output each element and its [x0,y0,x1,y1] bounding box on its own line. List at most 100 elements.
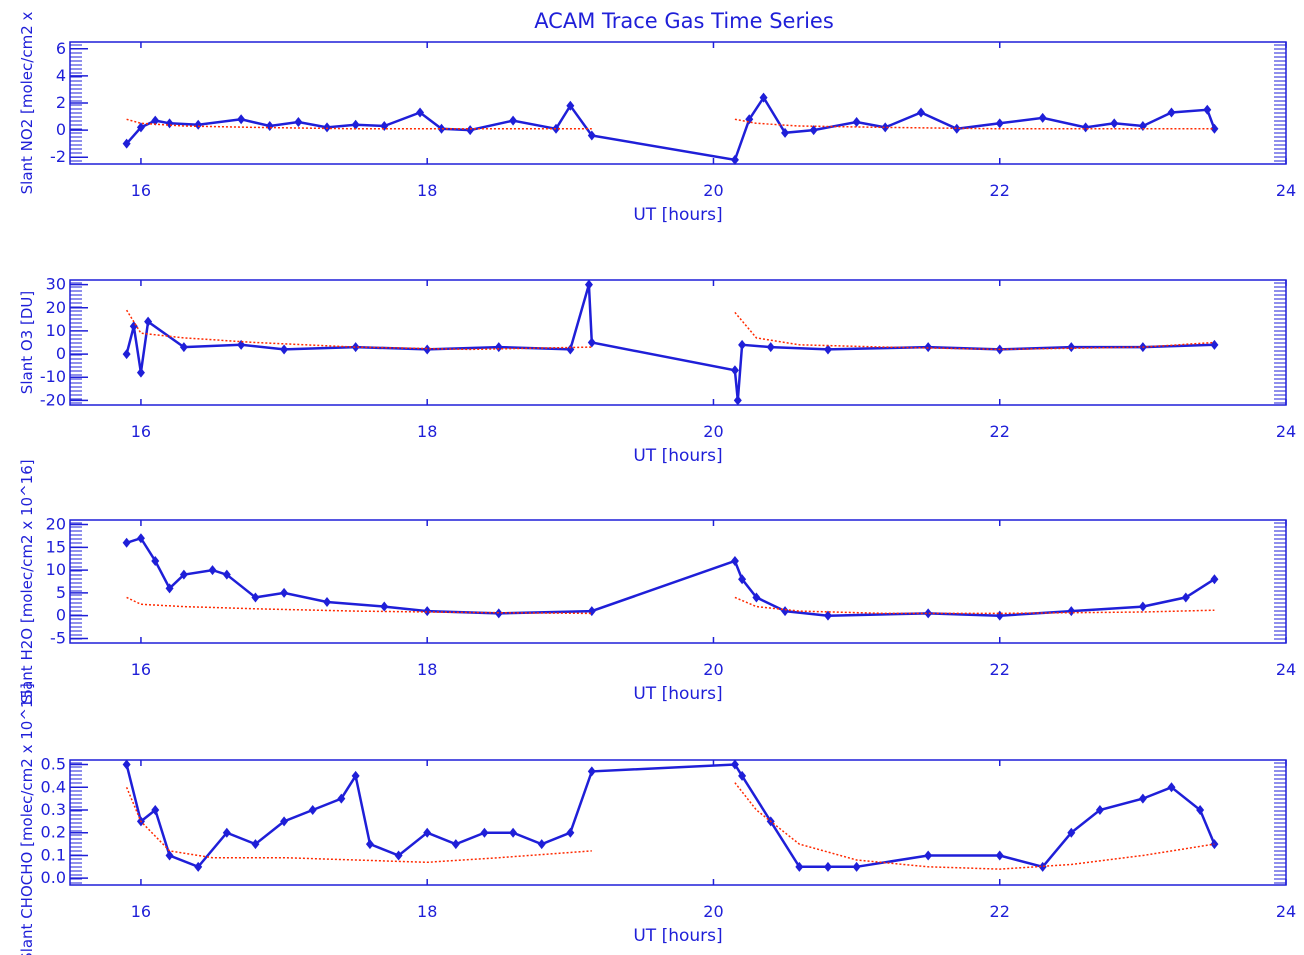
y-axis-label: Slant H2O [molec/cm2 x 10^16] [18,459,36,703]
data-point [566,100,575,111]
x-tick-label: 24 [1276,902,1296,921]
x-axis-label: UT [hours] [633,205,722,225]
panel-3: -5 0 5 10 15 20 16 18 20 22 24 UT [hours] Slant H2O … [18,459,1296,704]
data-point [730,365,739,376]
data-point [852,861,861,872]
data-point [1210,839,1219,850]
data-point [194,861,203,872]
data-point [179,569,188,580]
data-point [552,123,561,134]
plot-frame [69,519,1287,644]
data-point [733,395,742,406]
data-point [280,587,289,598]
x-tick-label: 22 [990,902,1010,921]
y-tick-label: 0.1 [41,845,66,864]
data-point [151,556,160,566]
y-tick-label: 10 [46,321,66,340]
data-point [924,850,933,861]
x-tick-label: 24 [1276,181,1296,200]
fit-series-line [126,118,592,130]
data-point [924,608,933,619]
y-axis-label: Slant O3 [DU] [18,291,36,394]
data-point [136,122,145,133]
data-point [466,125,475,136]
data-point [1110,118,1119,129]
x-tick-label: 22 [990,422,1010,441]
data-point [566,344,575,355]
data-point [165,850,174,861]
data-point [587,130,596,141]
y-tick-label: -2 [50,147,66,166]
data-point [1038,861,1047,872]
data-point [308,805,317,815]
data-point [194,119,203,130]
fit-series-line [125,787,592,864]
data-point [365,839,374,850]
data-point [337,793,346,804]
y-tick-label: 0.0 [41,868,66,887]
x-tick-label: 18 [417,660,437,679]
data-point [280,344,289,355]
y-tick-label: 30 [46,275,66,294]
data-point [509,827,518,838]
data-point [380,601,389,612]
data-point [122,537,131,548]
data-point [416,107,425,118]
y-axis-label: Slant CHOCHO [molec/cm2 x 10^15] [18,683,36,955]
data-point [323,122,332,133]
x-tick-label: 18 [417,181,437,200]
y-tick-label: 0 [56,120,66,139]
data-point [509,115,518,126]
data-point [423,344,432,355]
x-tick-label: 18 [417,422,437,441]
data-point [1138,793,1147,804]
data-point [730,154,739,165]
x-axis-label: UT [hours] [633,446,722,466]
data-point [917,107,926,118]
data-point [294,116,303,127]
data-point [738,339,747,350]
data-point [1210,574,1219,585]
y-tick-label: 15 [46,537,66,556]
x-tick-label: 22 [990,181,1010,200]
fit-series-line [734,311,1215,351]
data-point [995,118,1004,129]
data-point [423,606,432,617]
y-tick-label: 0.4 [41,777,66,796]
data-point [151,805,160,815]
data-point [738,770,747,781]
data-point [122,349,131,360]
fit-series-line [734,782,1215,870]
data-point [179,342,188,353]
y-tick-label: 20 [46,515,66,534]
y-tick-label: -20 [40,390,66,409]
data-point [494,342,503,353]
data-point [752,592,761,603]
data-point [823,610,832,621]
data-point [759,92,768,103]
data-point [351,119,360,130]
data-point [587,337,596,348]
x-tick-label: 20 [703,181,723,200]
fit-series-line [734,118,1215,130]
data-point [738,574,747,585]
data-point [766,342,775,353]
data-point [587,766,596,777]
y-tick-label: -10 [40,367,66,386]
data-point [952,123,961,134]
data-point [222,569,231,580]
data-point [1167,107,1176,118]
x-tick-label: 16 [131,181,151,200]
data-point [480,827,489,838]
data-point [1067,342,1076,353]
data-point [795,861,804,872]
x-tick-label: 24 [1276,660,1296,679]
data-point [584,279,593,290]
data-point [144,316,153,327]
y-tick-label: 0.3 [41,800,66,819]
y-tick-label: 0 [56,344,66,363]
data-point [1138,121,1147,132]
y-tick-label: 0 [56,606,66,625]
